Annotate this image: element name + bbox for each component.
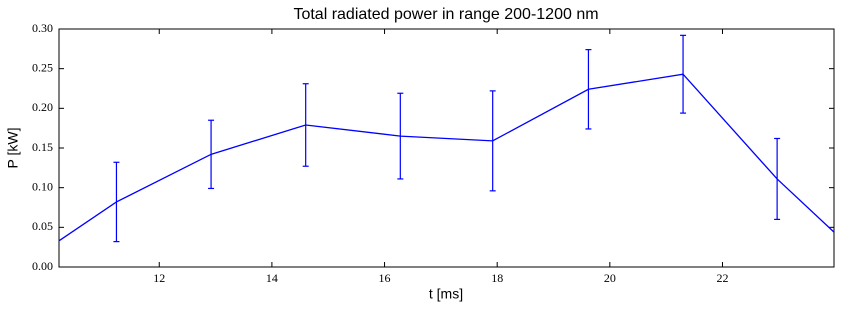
y-tick-label: 0.30 [32,21,53,35]
x-tick-label: 16 [379,271,391,285]
error-bar [397,92,404,180]
error-bar [585,49,592,130]
y-tick-label: 0.10 [32,179,53,193]
y-tick-label: 0.15 [32,140,53,154]
y-tick-label: 0.25 [32,60,53,74]
x-tick-label: 22 [716,271,728,285]
y-tick-label: 0.00 [32,259,53,273]
error-bar [113,161,120,243]
x-tick-label: 14 [266,271,278,285]
chart-title: Total radiated power in range 200-1200 n… [293,6,598,23]
error-bar [680,34,687,114]
x-tick-label: 18 [491,271,503,285]
error-bar [489,90,496,192]
x-tick-label: 12 [153,271,165,285]
y-tick-label: 0.20 [32,100,53,114]
y-tick-label: 0.05 [32,219,53,233]
y-axis-label: P [kW] [5,128,21,169]
error-bar [774,137,781,220]
x-axis-label: t [ms] [429,286,463,302]
error-bar [302,83,309,167]
x-tick-label: 20 [604,271,616,285]
error-bar [208,119,215,190]
data-line [58,73,835,242]
plot-frame [58,28,835,268]
